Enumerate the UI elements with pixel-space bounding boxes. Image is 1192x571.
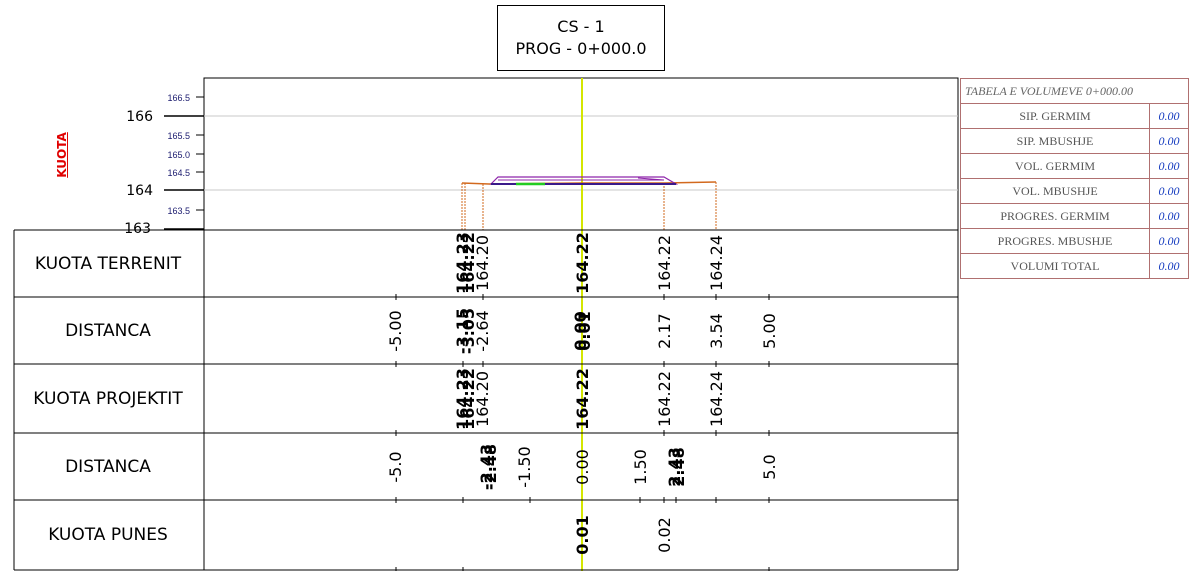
- distance-value: 2.17: [655, 313, 674, 349]
- distance-value: -2.64: [473, 310, 492, 351]
- design-value: 164.23: [453, 368, 472, 430]
- y-axis: 166 164 163 166.5 165.5 165.0 164.5 163.…: [124, 93, 204, 237]
- distance-value: -3.05: [459, 308, 478, 354]
- band-values: 164.23 164.22 164.20 164.22 164.22 164.2…: [386, 232, 779, 555]
- volume-row-name: PROGRES. MBUSHJE: [960, 228, 1150, 254]
- major-tick-label-164: 164: [126, 183, 153, 199]
- terrain-value: 164.20: [473, 235, 492, 291]
- distance-value: 5.00: [760, 313, 779, 349]
- section-chainage: PROG - 0+000.0: [515, 39, 647, 58]
- work-value: 0.02: [655, 517, 674, 553]
- volume-row-name: VOLUMI TOTAL: [960, 253, 1150, 279]
- volume-row-name: PROGRES. GERMIM: [960, 203, 1150, 229]
- work-value: 0.01: [573, 515, 592, 554]
- terrain-value: 164.22: [573, 232, 592, 294]
- distance2-value: -2.43: [477, 444, 496, 490]
- volume-table-title: TABELA E VOLUMEVE 0+000.00: [960, 78, 1189, 104]
- minor-tick-label-166-5: 166.5: [167, 93, 190, 103]
- major-tick-label-163: 163: [124, 221, 151, 237]
- distance2-value: -1.50: [515, 446, 534, 487]
- distance2-value: 1.50: [631, 449, 650, 485]
- minor-tick-label-163-5: 163.5: [167, 206, 190, 216]
- minor-tick-label-165-5: 165.5: [167, 131, 190, 141]
- design-slope-right: [637, 177, 665, 181]
- volume-row-name: SIP. GERMIM: [960, 103, 1150, 129]
- volume-row-name: SIP. MBUSHJE: [960, 128, 1150, 154]
- row-label-kuota-terrenit: KUOTA TERRENIT: [34, 253, 182, 274]
- row-label-distanca-2: DISTANCA: [65, 456, 151, 477]
- distance2-value: 5.0: [760, 454, 779, 479]
- minor-tick-label-165-0: 165.0: [167, 150, 190, 160]
- volume-row-name: VOL. GERMIM: [960, 153, 1150, 179]
- row-label-kuota-punes: KUOTA PUNES: [48, 525, 168, 545]
- terrain-value: 164.22: [655, 235, 674, 291]
- distance2-value: 0.00: [573, 449, 592, 485]
- section-title-box: CS - 1 PROG - 0+000.0: [497, 5, 665, 71]
- design-value: 164.24: [707, 371, 726, 427]
- section-name: CS - 1: [557, 17, 605, 36]
- volume-row-name: VOL. MBUSHJE: [960, 178, 1150, 204]
- volume-row-value: 0.00: [1149, 178, 1189, 204]
- volume-row-value: 0.00: [1149, 128, 1189, 154]
- volume-table: TABELA E VOLUMEVE 0+000.00 SIP. GERMIM 0.…: [960, 78, 1189, 279]
- volume-row-value: 0.00: [1149, 203, 1189, 229]
- minor-tick-label-164-5: 164.5: [167, 168, 190, 178]
- distance2-value: -5.0: [386, 451, 405, 482]
- design-value: 164.22: [459, 368, 478, 430]
- terrain-value: 164.22: [459, 232, 478, 294]
- row-label-distanca-1: DISTANCA: [65, 320, 151, 341]
- volume-row-value: 0.00: [1149, 153, 1189, 179]
- distance-value: 0.00: [571, 311, 590, 350]
- volume-row-value: 0.00: [1149, 253, 1189, 279]
- distance-value: 0.01: [575, 311, 594, 350]
- band-table-grid: [13, 229, 959, 571]
- volume-row-value: 0.00: [1149, 228, 1189, 254]
- row-label-kuota-projektit: KUOTA PROJEKTIT: [33, 388, 183, 409]
- major-tick-label-166: 166: [126, 109, 153, 125]
- distance-value: -3.15: [453, 308, 472, 354]
- distance-value: -5.00: [386, 310, 405, 351]
- terrain-drops: [461, 182, 717, 230]
- terrain-value: 164.23: [453, 232, 472, 294]
- band-tick-marks: [395, 294, 770, 571]
- design-value: 164.22: [655, 371, 674, 427]
- distance2-value: 2.43: [665, 447, 684, 486]
- volume-row-value: 0.00: [1149, 103, 1189, 129]
- design-value: 164.22: [573, 368, 592, 430]
- design-value: 164.20: [473, 371, 492, 427]
- terrain-value: 164.24: [707, 235, 726, 291]
- distance-value: 3.54: [707, 313, 726, 349]
- distance2-value: -2.48: [481, 444, 500, 490]
- distance2-value: 2.48: [669, 447, 688, 486]
